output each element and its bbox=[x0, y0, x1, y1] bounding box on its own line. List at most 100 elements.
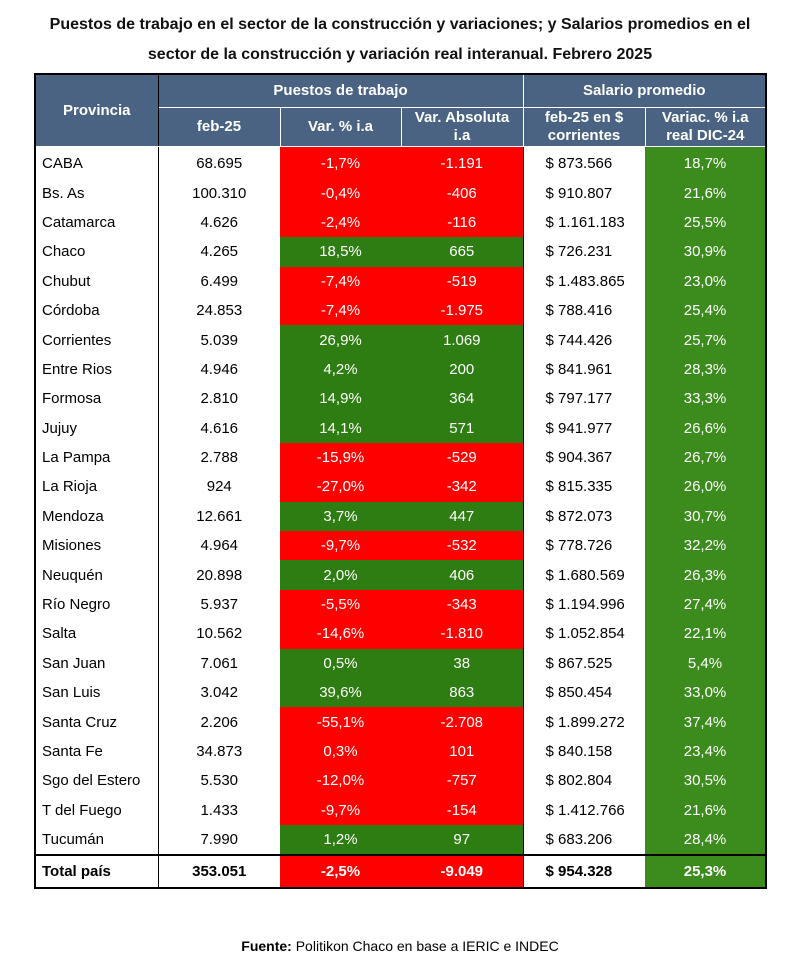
cell-var-real: 21,6% bbox=[645, 178, 767, 208]
table-row: Entre Rios 4.946 4,2% 200 $ 841.961 28,3% bbox=[35, 354, 767, 385]
cell-puestos: 7.061 bbox=[200, 654, 239, 672]
cell-var-abs: -532 bbox=[401, 531, 524, 561]
table-body: CABA 68.695 -1,7% -1.191 $ 873.566 18,7% Bs. A… bbox=[35, 146, 767, 889]
table-row: Río Negro 5.937 -5,5% -343 $ 1.194.996 27,4% bbox=[35, 589, 767, 620]
table-row: Catamarca 4.626 -2,4% -116 $ 1.161.183 25,5% bbox=[35, 207, 767, 238]
cell-var-real: 21,6% bbox=[645, 795, 767, 825]
cell-var-abs: -343 bbox=[401, 589, 524, 620]
cell-provincia: Entre Rios bbox=[35, 354, 159, 385]
cell-var-real: 18,7% bbox=[645, 146, 767, 179]
cell-salario: $ 850.454 bbox=[522, 678, 646, 708]
table-row: Chaco 4.265 18,5% 665 $ 726.231 30,9% bbox=[35, 237, 767, 267]
cell-var-pct: 39,6% bbox=[280, 678, 401, 708]
cell-puestos: 34.873 bbox=[196, 743, 243, 760]
cell-var-pct: -14,6% bbox=[280, 619, 401, 649]
cell-salario: $ 1.052.854 bbox=[522, 619, 646, 649]
cell-var-abs: 406 bbox=[401, 560, 524, 590]
table-row: Mendoza 12.661 3,7% 447 $ 872.073 30,7% bbox=[35, 501, 767, 532]
cell-provincia: Santa Fe bbox=[35, 736, 159, 767]
cell-provincia: Catamarca bbox=[35, 207, 159, 238]
cell-provincia: Neuquén bbox=[35, 560, 159, 590]
cell-puestos: 4.626 bbox=[200, 213, 239, 231]
cell-salario: $ 1.680.569 bbox=[522, 560, 646, 590]
table-row: Santa Fe 34.873 0,3% 101 $ 840.158 23,4% bbox=[35, 736, 767, 767]
cell-salario: $ 815.335 bbox=[522, 472, 646, 502]
cell-var-abs: -2.708 bbox=[401, 707, 524, 737]
header-feb25: feb-25 bbox=[157, 107, 281, 147]
cell-var-abs: 1.069 bbox=[401, 325, 524, 355]
total-row: Total país 353.051 -2,5% -9.049 $ 954.328 25,… bbox=[35, 854, 767, 889]
cell-var-pct: -9,7% bbox=[280, 531, 401, 561]
table-row: Córdoba 24.853 -7,4% -1.975 $ 788.416 25,4% bbox=[35, 295, 767, 326]
cell-var-pct: -15,9% bbox=[280, 442, 401, 473]
cell-puestos: 10.562 bbox=[196, 625, 243, 643]
cell-salario: $ 744.426 bbox=[522, 325, 646, 355]
cell-var-real: 25,5% bbox=[645, 207, 767, 238]
cell-salario: $ 867.525 bbox=[522, 648, 646, 679]
cell-var-abs: -1.810 bbox=[401, 619, 524, 649]
source-label: Fuente: bbox=[241, 938, 292, 954]
cell-var-real: 26,0% bbox=[645, 472, 767, 502]
header-var-abs-line1: Var. Absoluta bbox=[414, 109, 510, 126]
cell-var-pct: -12,0% bbox=[280, 766, 401, 796]
header-var-abs-line2: i.a bbox=[453, 127, 471, 144]
cell-var-abs: 200 bbox=[401, 354, 524, 385]
header-var-real-line2: real DIC-24 bbox=[666, 127, 745, 144]
cell-provincia: Chaco bbox=[35, 237, 159, 267]
cell-provincia: Corrientes bbox=[35, 325, 159, 355]
cell-puestos: 2.206 bbox=[200, 713, 239, 731]
cell-provincia: San Juan bbox=[35, 648, 159, 679]
cell-var-abs: -529 bbox=[401, 442, 524, 473]
cell-var-real: 30,5% bbox=[645, 766, 767, 796]
cell-salario: $ 904.367 bbox=[522, 442, 646, 473]
cell-salario: $ 802.804 bbox=[522, 766, 646, 796]
cell-var-real: 28,4% bbox=[645, 824, 767, 856]
cell-salario: $ 797.177 bbox=[522, 384, 646, 414]
cell-puestos: 3.042 bbox=[200, 684, 239, 702]
cell-var-pct: -7,4% bbox=[280, 266, 401, 296]
cell-var-real: 25,3% bbox=[645, 854, 767, 889]
title-line-1: Puestos de trabajo en el sector de la co… bbox=[49, 16, 751, 33]
cell-salario: $ 910.807 bbox=[522, 178, 646, 208]
cell-provincia: Córdoba bbox=[35, 295, 159, 326]
cell-var-abs: -9.049 bbox=[401, 854, 524, 889]
cell-salario: $ 873.566 bbox=[522, 146, 646, 179]
cell-var-abs: 447 bbox=[401, 501, 524, 532]
cell-var-abs: -154 bbox=[401, 795, 524, 825]
cell-puestos: 1.433 bbox=[200, 801, 239, 819]
cell-salario: $ 1.483.865 bbox=[522, 266, 646, 296]
cell-puestos: 2.810 bbox=[200, 390, 239, 408]
cell-var-real: 26,6% bbox=[645, 413, 767, 443]
cell-salario: $ 872.073 bbox=[522, 501, 646, 532]
cell-puestos: 24.853 bbox=[196, 302, 243, 320]
table-row: San Luis 3.042 39,6% 863 $ 850.454 33,0% bbox=[35, 678, 767, 708]
cell-puestos: 2.788 bbox=[200, 449, 239, 467]
cell-var-pct: -7,4% bbox=[280, 295, 401, 326]
cell-puestos: 4.964 bbox=[200, 537, 239, 555]
cell-salario: $ 1.194.996 bbox=[522, 589, 646, 620]
construction-jobs-table: Provincia Puestos de trabajo Salario pro… bbox=[34, 73, 768, 890]
cell-var-pct: -55,1% bbox=[280, 707, 401, 737]
cell-var-real: 27,4% bbox=[645, 589, 767, 620]
cell-var-pct: 1,2% bbox=[280, 824, 401, 856]
cell-puestos: 5.937 bbox=[200, 596, 239, 614]
cell-var-abs: 97 bbox=[401, 824, 524, 856]
table-row: Santa Cruz 2.206 -55,1% -2.708 $ 1.899.272 37… bbox=[35, 707, 767, 737]
table-row: CABA 68.695 -1,7% -1.191 $ 873.566 18,7% bbox=[35, 146, 767, 179]
cell-puestos: 12.661 bbox=[196, 507, 243, 525]
cell-provincia: Total país bbox=[35, 854, 159, 889]
cell-salario: $ 788.416 bbox=[522, 295, 646, 326]
table-row: T del Fuego 1.433 -9,7% -154 $ 1.412.766 21,6… bbox=[35, 795, 767, 825]
cell-provincia: La Pampa bbox=[35, 442, 159, 473]
table-row: Salta 10.562 -14,6% -1.810 $ 1.052.854 22,1% bbox=[35, 619, 767, 649]
cell-puestos: 20.898 bbox=[196, 566, 243, 584]
header-salario-group: Salario promedio bbox=[522, 73, 767, 108]
cell-var-pct: 4,2% bbox=[280, 354, 401, 385]
table-row: Formosa 2.810 14,9% 364 $ 797.177 33,3% bbox=[35, 384, 767, 414]
cell-puestos: 5.530 bbox=[200, 772, 239, 790]
cell-var-abs: 571 bbox=[401, 413, 524, 443]
cell-var-abs: 38 bbox=[401, 648, 524, 679]
cell-var-pct: -1,7% bbox=[280, 146, 401, 179]
cell-var-real: 25,7% bbox=[645, 325, 767, 355]
cell-provincia: Bs. As bbox=[35, 178, 159, 208]
